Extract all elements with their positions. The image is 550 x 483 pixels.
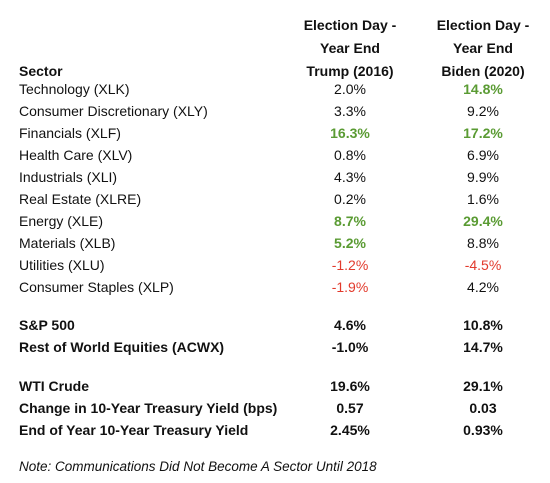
biden-value: 6.9% xyxy=(467,147,499,163)
table-row: Health Care (XLV) 0.8% 6.9% xyxy=(0,144,550,166)
trump-value: 0.8% xyxy=(334,147,366,163)
table-row: Materials (XLB) 5.2% 8.8% xyxy=(0,232,550,254)
header-line: Year End xyxy=(453,40,513,56)
table-row: Consumer Staples (XLP) -1.9% 4.2% xyxy=(0,276,550,298)
biden-value: 4.2% xyxy=(467,279,499,295)
trump-value: 2.45% xyxy=(330,422,370,438)
header-line: Election Day - xyxy=(436,17,530,33)
trump-value: 0.57 xyxy=(336,400,364,416)
biden-value: 17.2% xyxy=(463,125,503,141)
biden-value: 9.2% xyxy=(467,103,499,119)
sector-name: Technology (XLK) xyxy=(19,81,130,97)
index-name: S&P 500 xyxy=(19,317,75,333)
trump-value: 4.3% xyxy=(334,169,366,185)
trump-value: 5.2% xyxy=(334,235,366,251)
sector-name: Consumer Staples (XLP) xyxy=(19,279,174,295)
biden-value: 10.8% xyxy=(463,317,503,333)
sector-name: Energy (XLE) xyxy=(19,213,104,229)
table-row: S&P 500 4.6% 10.8% xyxy=(0,314,550,336)
header-line: Trump (2016) xyxy=(306,63,394,79)
footnote: Note: Communications Did Not Become A Se… xyxy=(19,459,377,474)
column-header-biden-2020: Election Day - Year End Biden (2020) xyxy=(418,14,548,83)
trump-value: -1.0% xyxy=(331,339,369,355)
table-row: End of Year 10-Year Treasury Yield 2.45%… xyxy=(0,419,550,441)
biden-value: 9.9% xyxy=(467,169,499,185)
trump-value: 19.6% xyxy=(330,378,370,394)
table-row: Technology (XLK) 2.0% 14.8% xyxy=(0,78,550,100)
column-header-trump-2016: Election Day - Year End Trump (2016) xyxy=(285,14,415,83)
trump-value: 16.3% xyxy=(330,125,370,141)
table-row: Consumer Discretionary (XLY) 3.3% 9.2% xyxy=(0,100,550,122)
biden-value: 0.93% xyxy=(463,422,503,438)
trump-value: 3.3% xyxy=(334,103,366,119)
table-row: WTI Crude 19.6% 29.1% xyxy=(0,375,550,397)
trump-value: 0.2% xyxy=(334,191,366,207)
trump-value: 2.0% xyxy=(334,81,366,97)
table-row: Energy (XLE) 8.7% 29.4% xyxy=(0,210,550,232)
sector-name: Materials (XLB) xyxy=(19,235,116,251)
trump-value: -1.2% xyxy=(331,257,369,273)
macro-name: Change in 10-Year Treasury Yield (bps) xyxy=(19,400,278,416)
biden-value: 29.4% xyxy=(463,213,503,229)
macro-name: End of Year 10-Year Treasury Yield xyxy=(19,422,249,438)
table-row: Change in 10-Year Treasury Yield (bps) 0… xyxy=(0,397,550,419)
header-line: Election Day - xyxy=(303,17,397,33)
biden-value: 1.6% xyxy=(467,191,499,207)
sector-name: Consumer Discretionary (XLY) xyxy=(19,103,208,119)
biden-value: 29.1% xyxy=(463,378,503,394)
header-line: Year End xyxy=(320,40,380,56)
biden-value: 8.8% xyxy=(467,235,499,251)
table-row: Rest of World Equities (ACWX) -1.0% 14.7… xyxy=(0,336,550,358)
trump-value: -1.9% xyxy=(331,279,369,295)
trump-value: 8.7% xyxy=(334,213,366,229)
header-line: Biden (2020) xyxy=(441,63,525,79)
sector-name: Health Care (XLV) xyxy=(19,147,133,163)
biden-value: 14.8% xyxy=(463,81,503,97)
column-header-sector: Sector xyxy=(19,63,63,79)
sector-name: Utilities (XLU) xyxy=(19,257,105,273)
table-row: Financials (XLF) 16.3% 17.2% xyxy=(0,122,550,144)
sector-name: Financials (XLF) xyxy=(19,125,121,141)
index-name: Rest of World Equities (ACWX) xyxy=(19,339,225,355)
sector-name: Real Estate (XLRE) xyxy=(19,191,142,207)
biden-value: 0.03 xyxy=(469,400,497,416)
trump-value: 4.6% xyxy=(334,317,366,333)
table-row: Industrials (XLI) 4.3% 9.9% xyxy=(0,166,550,188)
table-row: Utilities (XLU) -1.2% -4.5% xyxy=(0,254,550,276)
table-row: Real Estate (XLRE) 0.2% 1.6% xyxy=(0,188,550,210)
sector-name: Industrials (XLI) xyxy=(19,169,118,185)
biden-value: 14.7% xyxy=(463,339,503,355)
macro-name: WTI Crude xyxy=(19,378,89,394)
biden-value: -4.5% xyxy=(464,257,502,273)
